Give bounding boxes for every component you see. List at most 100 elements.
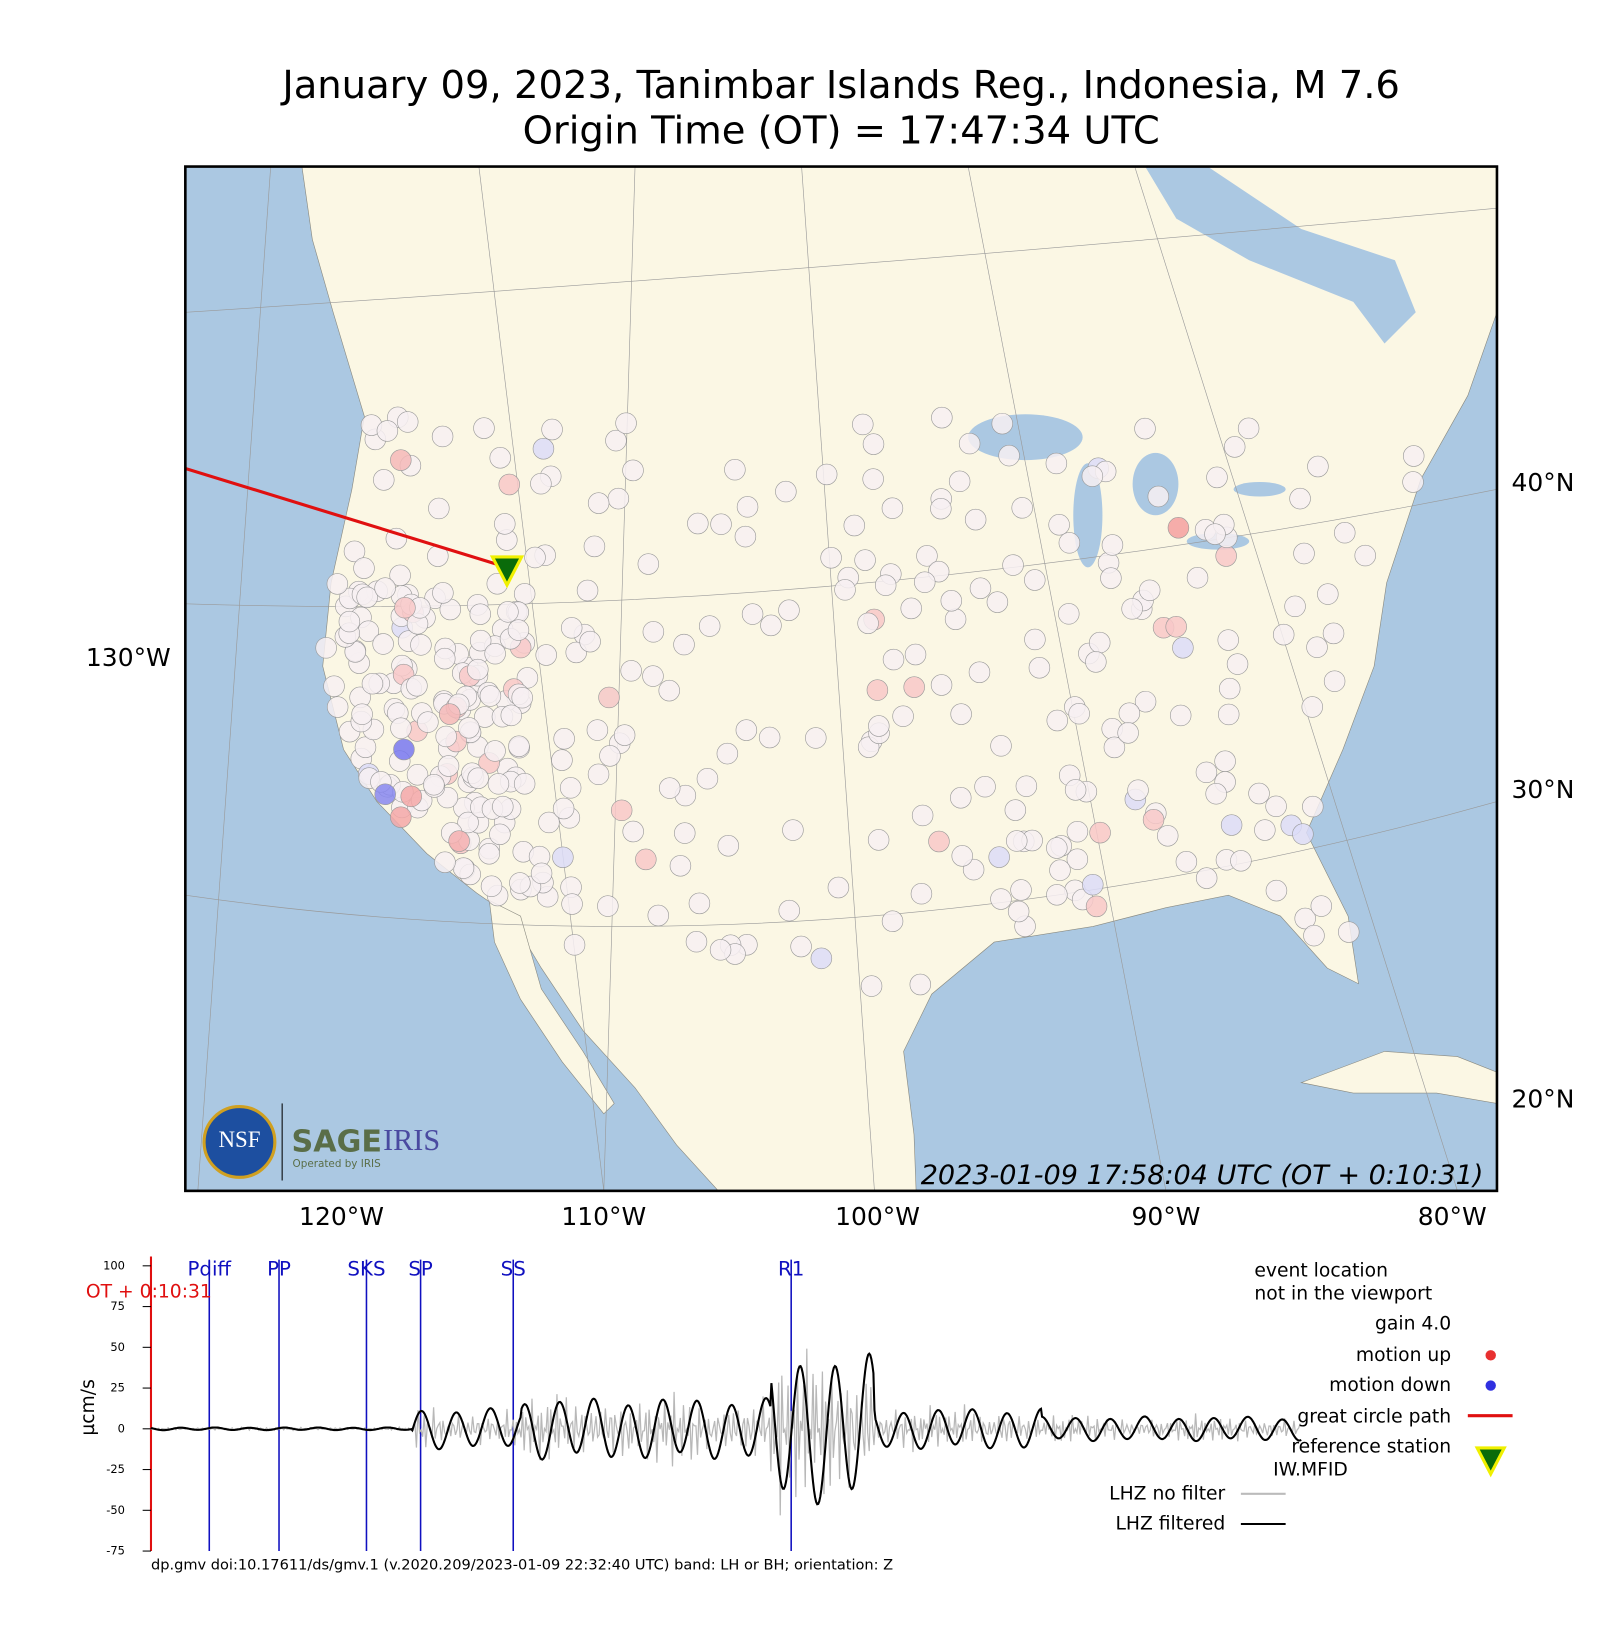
station bbox=[1081, 465, 1104, 487]
station bbox=[1220, 814, 1243, 836]
station bbox=[1214, 750, 1236, 772]
station bbox=[642, 665, 664, 687]
hudson-bay bbox=[1145, 166, 1416, 344]
station bbox=[658, 777, 681, 799]
station bbox=[1217, 703, 1240, 726]
station bbox=[620, 660, 642, 682]
title: January 09, 2023, Tanimbar Islands Reg.,… bbox=[280, 63, 1400, 108]
station bbox=[372, 633, 394, 655]
station bbox=[1303, 924, 1325, 947]
phase-label: R1 bbox=[778, 1257, 804, 1280]
station bbox=[1338, 921, 1360, 943]
station bbox=[487, 773, 510, 795]
station bbox=[361, 672, 384, 695]
station bbox=[410, 634, 432, 656]
station bbox=[1165, 616, 1187, 638]
station bbox=[452, 857, 475, 879]
map: NSF SAGE IRIS Operated by IRIS 2023-01-0… bbox=[185, 166, 1497, 1191]
nsf-logo bbox=[202, 1104, 277, 1179]
station bbox=[948, 470, 971, 493]
station bbox=[968, 661, 991, 683]
station bbox=[1103, 736, 1126, 759]
station bbox=[857, 612, 879, 635]
station bbox=[396, 411, 419, 433]
station bbox=[834, 579, 856, 601]
station bbox=[1402, 471, 1424, 493]
station bbox=[1100, 567, 1122, 589]
lon-label: 120°W bbox=[299, 1202, 384, 1231]
station bbox=[734, 525, 757, 548]
station bbox=[860, 975, 883, 997]
station bbox=[315, 637, 337, 659]
station bbox=[553, 728, 575, 750]
graticule bbox=[185, 166, 1497, 1191]
station bbox=[874, 574, 897, 596]
station bbox=[717, 835, 740, 857]
station bbox=[1226, 653, 1249, 675]
station bbox=[843, 514, 866, 537]
station bbox=[484, 642, 506, 665]
station bbox=[940, 590, 963, 612]
station bbox=[1002, 554, 1024, 576]
station bbox=[393, 738, 415, 761]
station bbox=[909, 973, 932, 996]
station bbox=[599, 745, 621, 767]
station bbox=[998, 444, 1020, 467]
lake-michigan bbox=[1073, 463, 1103, 568]
station bbox=[1089, 821, 1111, 844]
station bbox=[950, 703, 972, 725]
legend-down-dot bbox=[1485, 1380, 1496, 1391]
station bbox=[343, 540, 366, 563]
station bbox=[805, 727, 827, 749]
station bbox=[1085, 651, 1107, 673]
station bbox=[1048, 514, 1070, 536]
station bbox=[354, 736, 377, 758]
legend-text: LHZ filtered bbox=[1115, 1513, 1225, 1534]
station bbox=[356, 586, 378, 609]
station bbox=[1138, 579, 1161, 602]
station bbox=[1265, 795, 1287, 818]
y-tick-label: -25 bbox=[106, 1462, 125, 1476]
station bbox=[494, 513, 516, 535]
station bbox=[868, 715, 890, 737]
station bbox=[1307, 455, 1329, 478]
station bbox=[1142, 809, 1165, 831]
phase-label: PP bbox=[267, 1257, 291, 1280]
station bbox=[990, 735, 1012, 757]
station bbox=[1064, 779, 1087, 801]
y-tick-label: 25 bbox=[110, 1381, 125, 1395]
station bbox=[1147, 485, 1170, 508]
station bbox=[1068, 702, 1090, 725]
station bbox=[1015, 775, 1038, 797]
station bbox=[892, 705, 914, 727]
station bbox=[1101, 534, 1124, 556]
station bbox=[610, 799, 633, 822]
station bbox=[530, 862, 553, 885]
lon-label: 110°W bbox=[561, 1202, 646, 1231]
station bbox=[1049, 859, 1071, 881]
station bbox=[390, 449, 412, 471]
station bbox=[400, 785, 422, 808]
station bbox=[541, 418, 563, 441]
footer: dp.gmv doi:10.17611/ds/gmv.1 (v.2020.209… bbox=[151, 1557, 893, 1574]
station bbox=[390, 717, 412, 739]
station bbox=[439, 703, 461, 725]
station bbox=[457, 811, 479, 834]
station bbox=[1066, 848, 1089, 870]
station bbox=[406, 764, 429, 786]
station bbox=[741, 603, 764, 625]
station bbox=[775, 480, 797, 503]
station bbox=[882, 648, 905, 671]
station bbox=[810, 947, 833, 970]
station bbox=[928, 830, 950, 853]
station bbox=[1006, 830, 1028, 852]
station bbox=[991, 412, 1013, 435]
station bbox=[1215, 545, 1237, 567]
station bbox=[696, 767, 719, 790]
station bbox=[1284, 595, 1306, 618]
station bbox=[509, 872, 531, 894]
station bbox=[827, 876, 850, 899]
station bbox=[497, 601, 519, 623]
station bbox=[1134, 690, 1157, 713]
station bbox=[1046, 709, 1068, 732]
